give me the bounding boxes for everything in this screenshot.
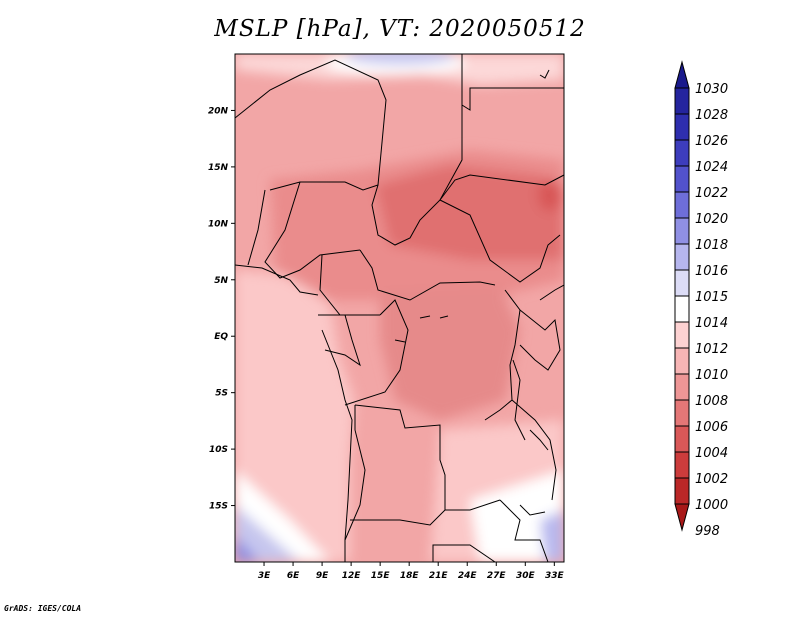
colorbar-label: 1016 [695,264,728,279]
colorbar-cell [674,347,690,375]
border-namibia-zambia [350,499,501,526]
colorbar-cell [674,321,690,349]
border-benin [247,189,266,266]
colorbar-cell [674,399,690,427]
colorbar-cell [674,451,690,479]
colorbar-label: 1024 [695,160,728,175]
x-tick-label: 3E [258,571,271,581]
x-tick-label: 21E [429,571,449,581]
colorbar: 1030 1028 1026 1024 1022 1020 1018 1016 1015 1014… [674,60,728,539]
colorbar-label: 1004 [695,446,728,461]
map-title: MSLP [hPa], VT: 2020050512 [214,16,586,42]
field-1020-southwest [235,535,260,562]
y-tick-label: 10N [208,219,229,229]
colorbar-label: 1010 [695,368,728,383]
field-1016-north [345,54,455,65]
colorbar-label: 1002 [695,472,728,487]
pressure-field [235,54,564,562]
colorbar-label: 1000 [695,498,728,513]
x-tick-label: 33E [545,571,565,581]
colorbar-cell [674,477,690,505]
coast-gulf-of-guinea [235,264,319,296]
colorbar-label: 1018 [695,238,728,253]
border-sudan-south [439,174,564,201]
y-axis: 20N 15N 10N 5N EQ 5S 10S 15S [208,106,235,512]
credit-text: GrADS: IGES/COLA [4,604,82,613]
x-tick-label: 30E [516,571,536,581]
border-botswana [432,544,496,562]
coast-sinai [539,69,550,79]
colorbar-label: 998 [695,524,720,539]
border-nigeria [264,181,361,279]
colorbar-top-arrow [674,60,690,89]
border-angola [354,404,446,510]
colorbar-cell [674,373,690,401]
x-tick-label: 15E [371,571,391,581]
colorbar-cell [674,295,690,323]
x-axis: 3E 6E 9E 12E 15E 18E 21E 24E 27E 30E 33E [258,562,565,581]
colorbar-label: 1015 [695,290,728,305]
field-1014-southeast [470,470,564,562]
lake-tanganyika [512,359,526,441]
x-tick-label: 9E [316,571,329,581]
colorbar-label: 1012 [695,342,728,357]
x-tick-label: 24E [458,571,478,581]
colorbar-cell [674,425,690,453]
border-uganda-kenya [519,309,561,371]
border-libya-egypt-sudan [461,54,564,111]
border-angola-coast [344,405,366,562]
colorbar-label: 1020 [695,212,728,227]
y-tick-label: 5S [215,389,228,399]
y-tick-label: 20N [208,106,229,116]
colorbar-label: 1028 [695,108,728,123]
colorbar-cell [674,87,690,115]
colorbar-cell [674,165,690,193]
colorbar-cell [674,139,690,167]
x-tick-label: 18E [400,571,420,581]
field-1008-congo [380,285,520,420]
colorbar-label: 1006 [695,420,728,435]
y-tick-label: 5N [214,276,228,286]
x-tick-label: 6E [287,571,300,581]
river-fragments [394,315,449,343]
border-ethiopia [539,284,564,301]
country-borders [235,54,564,562]
field-1012-west [235,270,355,562]
field-1016-southwest [235,505,300,562]
y-tick-label: EQ [214,332,228,342]
colorbar-cell [674,217,690,245]
border-congo [344,299,409,406]
field-1016-southeast [540,510,564,562]
x-tick-label: 27E [487,571,507,581]
colorbar-cell [674,269,690,297]
border-chad [371,105,463,246]
colorbar-label: 1022 [695,186,728,201]
colorbar-cell [674,191,690,219]
colorbar-label: 1008 [695,394,728,409]
border-car [359,249,496,301]
colorbar-cell [674,243,690,271]
x-tick-label: 12E [342,571,362,581]
colorbar-label: 1014 [695,316,728,331]
y-tick-label: 15N [208,163,229,173]
y-tick-label: 10S [209,445,228,455]
field-1004-core [538,179,562,211]
y-tick-label: 15S [209,502,228,512]
coast-west-central [321,329,353,541]
map-frame [234,53,565,563]
colorbar-cell [674,113,690,141]
lake-kariba [519,504,546,516]
lake-malawi [529,429,549,451]
border-south-sudan [439,199,561,283]
border-cameroon [319,254,380,316]
colorbar-label: 1030 [695,82,728,97]
field-1006-core [375,165,564,260]
colorbar-bottom-arrow [674,503,690,532]
border-gabon [318,314,361,367]
border-zimbabwe-mozambique [499,499,549,562]
colorbar-label: 1026 [695,134,728,149]
border-tanzania-malawi [511,399,557,501]
border-niger-mali [235,59,387,191]
